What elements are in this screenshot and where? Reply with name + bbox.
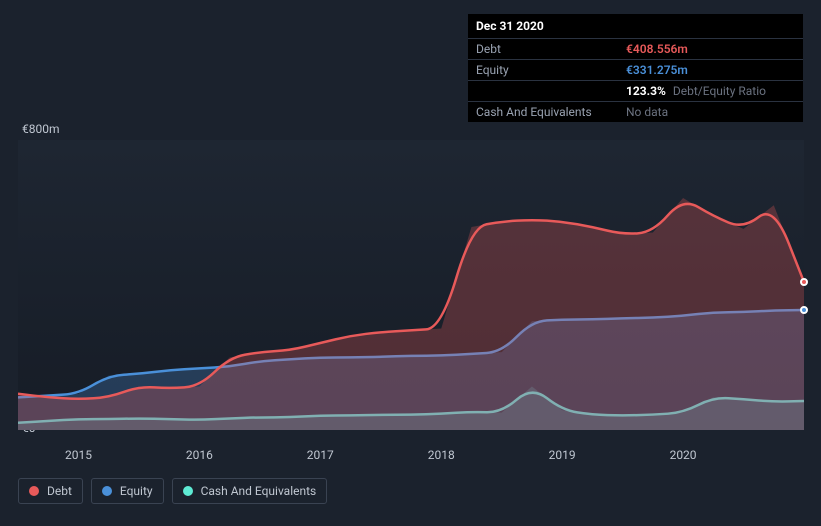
xaxis-labels: 2015 2016 2017 2018 2019 2020: [18, 448, 804, 464]
tooltip-ratio-spacer: [476, 84, 626, 98]
xaxis-tick-label: 2020: [670, 448, 697, 462]
tooltip-debt-value: €408.556m: [626, 42, 795, 56]
legend-swatch-debt: [29, 486, 39, 496]
tooltip-equity-value: €331.275m: [626, 63, 795, 77]
xaxis-tick-label: 2016: [186, 448, 213, 462]
legend-item-equity[interactable]: Equity: [91, 478, 164, 504]
marker-equity: [800, 306, 808, 314]
tooltip-row-equity: Equity €331.275m: [468, 59, 803, 80]
tooltip-cash-label: Cash And Equivalents: [476, 105, 626, 119]
marker-debt: [800, 278, 808, 286]
chart-svg: [18, 140, 804, 430]
tooltip-debt-label: Debt: [476, 42, 626, 56]
tooltip-row-cash: Cash And Equivalents No data: [468, 101, 803, 122]
tooltip-row-debt: Debt €408.556m: [468, 38, 803, 59]
chart-plot-area[interactable]: [18, 140, 804, 446]
legend-label-equity: Equity: [120, 484, 153, 498]
xaxis-tick-label: 2018: [428, 448, 455, 462]
legend-label-cash: Cash And Equivalents: [201, 484, 317, 498]
tooltip-date: Dec 31 2020: [468, 14, 803, 38]
xaxis-tick-label: 2017: [307, 448, 334, 462]
tooltip-equity-label: Equity: [476, 63, 626, 77]
xaxis-tick-label: 2015: [65, 448, 92, 462]
tooltip-cash-value: No data: [626, 105, 795, 119]
tooltip-ratio-percent: 123.3%: [626, 84, 666, 98]
tooltip-row-ratio: 123.3% Debt/Equity Ratio: [468, 80, 803, 101]
chart-legend: Debt Equity Cash And Equivalents: [18, 478, 327, 504]
legend-swatch-equity: [102, 486, 112, 496]
xaxis-tick-label: 2019: [549, 448, 576, 462]
yaxis-label-top: €800m: [22, 122, 60, 136]
legend-item-debt[interactable]: Debt: [18, 478, 83, 504]
legend-item-cash[interactable]: Cash And Equivalents: [172, 478, 328, 504]
legend-label-debt: Debt: [47, 484, 72, 498]
tooltip-ratio-value: 123.3% Debt/Equity Ratio: [626, 84, 795, 98]
tooltip-ratio-label: Debt/Equity Ratio: [673, 84, 766, 98]
legend-swatch-cash: [183, 486, 193, 496]
area-debt: [18, 198, 804, 430]
chart-tooltip: Dec 31 2020 Debt €408.556m Equity €331.2…: [468, 14, 803, 122]
